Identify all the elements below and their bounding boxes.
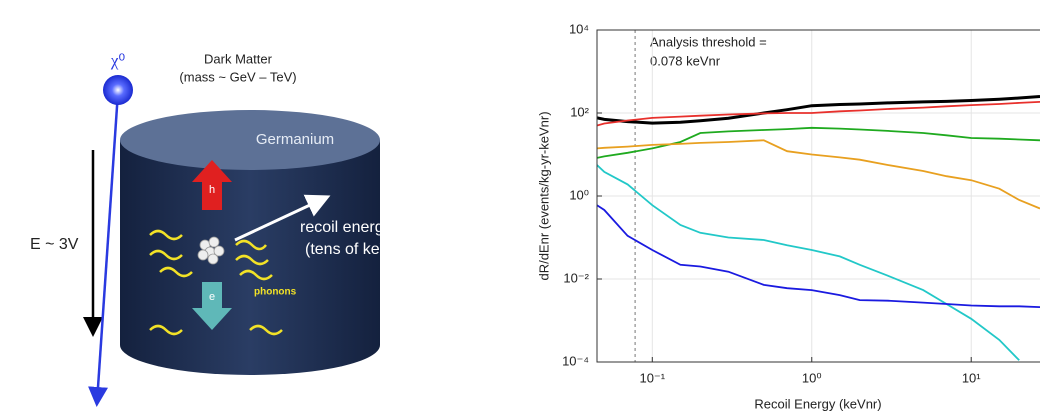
cylinder-top [120,110,380,170]
series-line [597,205,1040,307]
y-tick-label: 10² [570,104,589,119]
series-line [597,97,1040,124]
y-tick-label: 10⁰ [569,187,589,202]
recoil-label: (tens of keV) [305,241,396,258]
x-axis-label: Recoil Energy (keVnr) [754,396,881,411]
mass-label: (mass ~ GeV – TeV) [179,69,296,84]
recoil-label: recoil energy [300,219,392,236]
y-tick-label: 10⁻⁴ [562,353,589,368]
particle [103,75,133,105]
electron-label: e [209,291,215,303]
annotation: 0.078 keVnr [650,53,721,68]
series-group [597,97,1040,361]
track [97,92,118,402]
x-tick-label: 10¹ [962,370,981,385]
diagram: Germanium E ~ 3V χ⁰ Dark Matter (mass ~ … [30,51,396,402]
annotation: Analysis threshold = [650,34,767,49]
phonon-label: phonons [254,287,297,298]
y-axis-label: dR/dEnr (events/kg-yr-keVnr) [536,111,551,280]
field-label: E ~ 3V [30,236,79,253]
chart: Analysis threshold = 0.078 keVnr Recoil … [536,21,1040,411]
x-tick-label: 10⁻¹ [639,370,665,385]
x-tick-label: 10⁰ [802,370,822,385]
series-line [597,128,1040,158]
y-tick-label: 10⁴ [569,21,589,36]
dm-label: Dark Matter [204,51,273,66]
page: Germanium E ~ 3V χ⁰ Dark Matter (mass ~ … [0,0,1040,419]
particle-label: χ⁰ [110,51,126,70]
series-line [597,165,1019,360]
detector-label: Germanium [256,131,334,148]
hole-label: h [209,184,215,196]
y-tick-label: 10⁻² [563,270,589,285]
series-line [597,140,1040,208]
